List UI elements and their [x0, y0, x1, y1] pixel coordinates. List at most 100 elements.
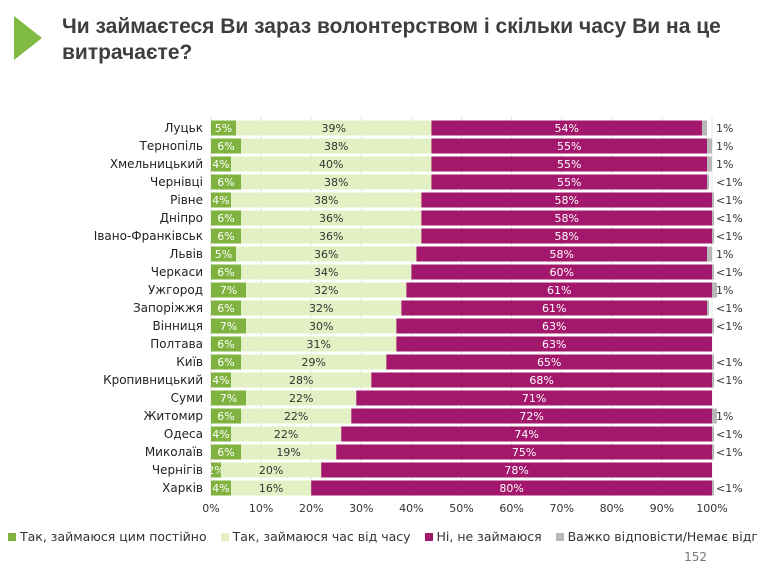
bar-hard: [712, 426, 715, 442]
category-label: Київ: [176, 355, 203, 369]
bar-constantly: [211, 174, 242, 190]
legend-label-constantly: Так, займаюся цим постійно: [20, 529, 207, 544]
category-label: Вінниця: [153, 319, 203, 333]
bar-no: [351, 408, 712, 424]
category-label: Суми: [171, 391, 203, 405]
data-label-hard: <1%: [716, 176, 743, 189]
bar-no: [411, 264, 712, 280]
data-label-hard: 1%: [716, 158, 733, 171]
data-label-sometimes: 38%: [324, 140, 348, 153]
category-label: Одеса: [164, 427, 203, 441]
data-label-constantly: 4%: [212, 194, 229, 207]
bar-sometimes: [231, 192, 422, 208]
bar-no: [431, 174, 707, 190]
bar-no: [431, 138, 707, 154]
bar-no: [311, 480, 712, 496]
data-label-no: 55%: [557, 158, 581, 171]
bar-sometimes: [231, 372, 372, 388]
data-label-constantly: 7%: [220, 392, 237, 405]
data-label-constantly: 6%: [217, 302, 234, 315]
legend-swatch-constantly: [8, 532, 16, 541]
bar-no: [396, 336, 712, 352]
data-label-hard: <1%: [716, 446, 743, 459]
bar-hard: [712, 444, 715, 460]
data-label-hard: <1%: [716, 266, 743, 279]
category-label: Чернігів: [152, 463, 203, 477]
stacked-bar-chart: Луцьк 5% 39% 54% 1% Тернопіль 6% 38% 55% 1% Хмельн…: [94, 117, 743, 515]
data-label-no: 72%: [519, 410, 543, 423]
bar-constantly: [211, 156, 232, 172]
bar-sometimes: [236, 246, 417, 262]
bar-no: [406, 282, 712, 298]
data-label-no: 58%: [554, 230, 578, 243]
bar-constantly: [211, 408, 242, 424]
data-label-no: 58%: [554, 194, 578, 207]
bar-sometimes: [241, 210, 422, 226]
legend-item-constantly: Так, займаюся цим постійно: [8, 529, 207, 544]
bar-sometimes: [246, 282, 407, 298]
legend-swatch-sometimes: [220, 532, 229, 541]
legend-swatch-hard: [555, 532, 564, 541]
x-tick-label: 60%: [499, 502, 523, 515]
data-label-constantly: 7%: [220, 320, 237, 333]
category-label: Запоріжжя: [133, 301, 203, 315]
data-label-no: 74%: [514, 428, 538, 441]
bar-sometimes: [231, 156, 432, 172]
data-label-constantly: 6%: [217, 446, 234, 459]
data-label-sometimes: 34%: [314, 266, 338, 279]
x-tick-label: 30%: [349, 502, 373, 515]
data-label-constantly: 6%: [217, 212, 234, 225]
legend-swatch-no: [424, 532, 433, 541]
bar-sometimes: [241, 444, 337, 460]
bar-constantly: [211, 336, 242, 352]
data-label-hard: <1%: [716, 212, 743, 225]
legend-item-sometimes: Так, займаюся час від часу: [220, 529, 411, 544]
bar-no: [421, 210, 712, 226]
data-label-constantly: 4%: [212, 158, 229, 171]
legend-label-no: Ні, не займаюся: [436, 529, 542, 544]
data-label-constantly: 6%: [217, 338, 234, 351]
data-label-sometimes: 22%: [274, 428, 298, 441]
data-label-sometimes: 22%: [284, 410, 308, 423]
data-label-sometimes: 39%: [322, 122, 346, 135]
bar-no: [431, 156, 707, 172]
data-label-constantly: 7%: [220, 284, 237, 297]
x-tick-label: 40%: [399, 502, 423, 515]
bar-sometimes: [231, 426, 342, 442]
data-label-sometimes: 22%: [289, 392, 313, 405]
bar-constantly: [211, 138, 242, 154]
bar-sometimes: [221, 462, 322, 478]
data-label-no: 61%: [542, 302, 566, 315]
category-label: Рівне: [170, 193, 203, 207]
data-label-no: 78%: [504, 464, 528, 477]
bar-constantly: [211, 264, 242, 280]
bar-hard: [706, 246, 712, 262]
bar-hard: [701, 120, 707, 136]
bar-hard: [712, 282, 718, 298]
bar-no: [416, 246, 707, 262]
legend-item-no: Ні, не займаюся: [424, 529, 542, 544]
data-label-no: 61%: [547, 284, 571, 297]
data-label-no: 75%: [512, 446, 536, 459]
data-label-hard: <1%: [716, 482, 743, 495]
bar-no: [421, 192, 712, 208]
data-label-hard: <1%: [716, 356, 743, 369]
data-label-constantly: 6%: [217, 140, 234, 153]
data-label-constantly: 6%: [217, 230, 234, 243]
bar-hard: [706, 156, 712, 172]
data-label-sometimes: 31%: [306, 338, 330, 351]
data-label-hard: <1%: [716, 230, 743, 243]
data-label-hard: 1%: [716, 248, 733, 261]
x-tick-label: 10%: [249, 502, 273, 515]
bar-constantly: [211, 210, 242, 226]
data-label-constantly: 5%: [215, 248, 232, 261]
bar-hard: [712, 318, 715, 334]
bar-constantly: [211, 300, 242, 316]
data-label-no: 80%: [499, 482, 523, 495]
bar-hard: [712, 192, 715, 208]
category-label: Миколаїв: [145, 445, 203, 459]
bar-constantly: [211, 228, 242, 244]
data-label-no: 58%: [549, 248, 573, 261]
data-label-no: 58%: [554, 212, 578, 225]
bar-constantly: [211, 282, 247, 298]
